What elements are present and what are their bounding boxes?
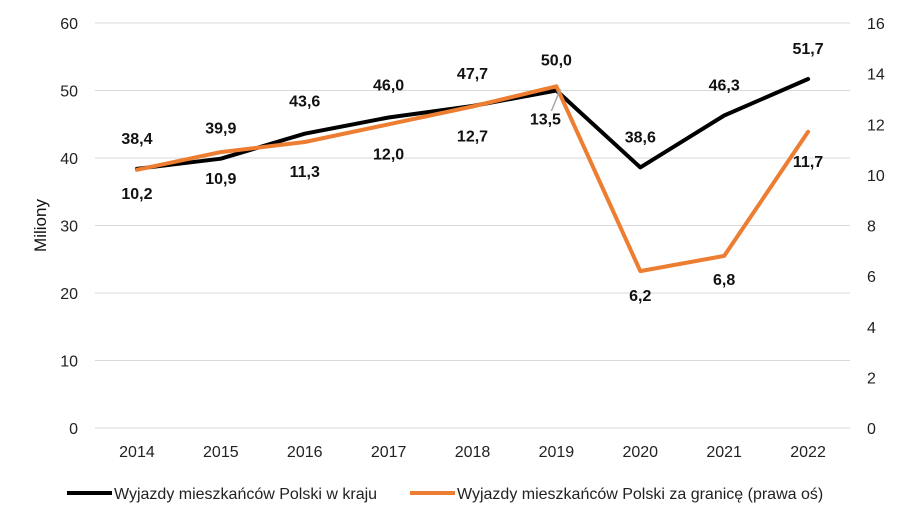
data-label: 12,7 (457, 129, 488, 146)
legend-label-domestic: Wyjazdy mieszkańców Polski w kraju (114, 486, 377, 503)
data-label: 10,2 (121, 186, 152, 203)
data-label: 10,9 (205, 171, 236, 188)
y-tick-label: 50 (60, 84, 78, 101)
series-line-domestic (134, 77, 811, 171)
data-label: 11,7 (793, 154, 823, 171)
y-tick-label: 60 (60, 16, 78, 33)
data-label: 43,6 (289, 94, 320, 111)
x-tick-label: 2022 (790, 444, 826, 461)
y-tick-label: 20 (60, 286, 78, 303)
y-axis-label: Miliony (31, 199, 50, 252)
y2-tick-label: 4 (867, 320, 876, 337)
x-tick-label: 2017 (371, 444, 407, 461)
y2-tick-label: 10 (867, 168, 885, 185)
x-tick-label: 2020 (622, 444, 658, 461)
y2-tick-label: 16 (867, 16, 885, 33)
data-label: 13,5 (530, 111, 561, 128)
series-line-abroad (134, 84, 811, 274)
data-label: 46,0 (373, 78, 404, 95)
data-label: 6,2 (629, 288, 651, 305)
y2-tick-label: 0 (867, 421, 876, 438)
data-label: 50,0 (541, 53, 572, 70)
y2-tick-label: 2 (867, 370, 876, 387)
y-tick-label: 40 (60, 151, 78, 168)
y2-tick-label: 12 (867, 117, 885, 134)
x-tick-label: 2015 (203, 444, 239, 461)
x-tick-label: 2016 (287, 444, 323, 461)
data-label: 11,3 (290, 164, 320, 181)
y2-tick-label: 6 (867, 269, 876, 286)
x-tick-label: 2021 (706, 444, 742, 461)
data-label: 38,6 (625, 129, 656, 146)
data-label: 47,7 (457, 66, 488, 83)
y-tick-label: 0 (69, 421, 78, 438)
data-label: 51,7 (792, 41, 823, 58)
data-label: 6,8 (713, 272, 735, 289)
leader-line (550, 88, 562, 112)
y2-tick-label: 14 (867, 67, 885, 84)
data-label: 46,3 (709, 77, 740, 94)
y2-tick-label: 8 (867, 219, 876, 236)
y-tick-label: 10 (60, 354, 78, 371)
x-tick-label: 2018 (455, 444, 491, 461)
data-label: 39,9 (205, 121, 236, 138)
x-tick-label: 2014 (119, 444, 155, 461)
data-label: 12,0 (373, 146, 404, 163)
y-tick-label: 30 (60, 219, 78, 236)
legend-label-abroad: Wyjazdy mieszkańców Polski za granicę (p… (457, 486, 823, 503)
data-label: 38,4 (121, 131, 152, 148)
x-tick-label: 2019 (539, 444, 575, 461)
